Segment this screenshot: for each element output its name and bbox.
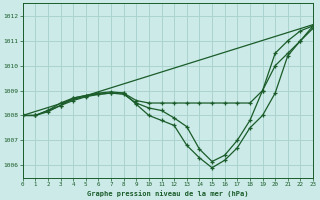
X-axis label: Graphe pression niveau de la mer (hPa): Graphe pression niveau de la mer (hPa) [87,190,249,197]
